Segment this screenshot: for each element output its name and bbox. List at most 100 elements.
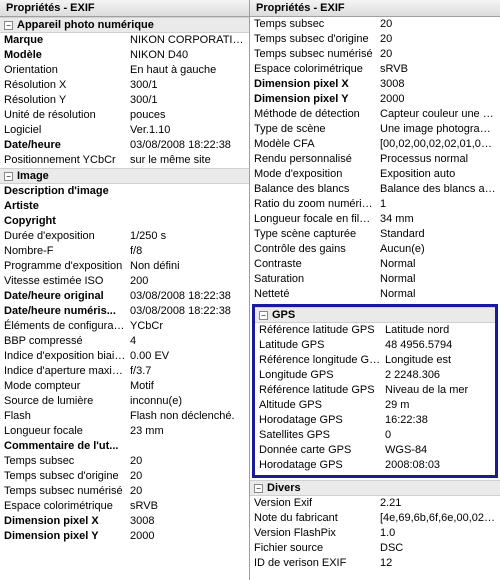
property-row[interactable]: Version Exif2.21 — [250, 496, 500, 511]
property-value: sRVB — [380, 62, 496, 77]
property-label: ID de verison EXIF — [254, 556, 380, 571]
property-value: Aucun(e) — [380, 242, 496, 257]
property-row[interactable]: LogicielVer.1.10 — [0, 123, 249, 138]
property-row[interactable]: Dimension pixel Y2000 — [0, 529, 249, 544]
property-row[interactable]: Modèle CFA[00,02,00,02,02,01,01,00] — [250, 137, 500, 152]
property-value: 300/1 — [130, 93, 245, 108]
property-row[interactable]: Version FlashPix1.0 — [250, 526, 500, 541]
property-row[interactable]: Résolution X300/1 — [0, 78, 249, 93]
property-row[interactable]: ContrasteNormal — [250, 257, 500, 272]
property-label: Référence latitude GPS — [259, 323, 385, 338]
property-row[interactable]: Nombre-Ff/8 — [0, 244, 249, 259]
property-row[interactable]: Longitude GPS2 2248.306 — [255, 368, 495, 383]
property-row[interactable]: Rendu personnaliséProcessus normal — [250, 152, 500, 167]
property-row[interactable]: BBP compressé4 — [0, 334, 249, 349]
property-row[interactable]: Latitude GPS48 4956.5794 — [255, 338, 495, 353]
property-row[interactable]: Longueur focale23 mm — [0, 424, 249, 439]
property-label: Version FlashPix — [254, 526, 380, 541]
property-row[interactable]: Dimension pixel X3008 — [250, 77, 500, 92]
collapse-icon[interactable]: − — [4, 21, 13, 30]
property-row[interactable]: Vitesse estimée ISO200 — [0, 274, 249, 289]
property-row[interactable]: Description d'image — [0, 184, 249, 199]
property-row[interactable]: Date/heure numéris...03/08/2008 18:22:38 — [0, 304, 249, 319]
property-row[interactable]: Artiste — [0, 199, 249, 214]
property-row[interactable]: SaturationNormal — [250, 272, 500, 287]
property-row[interactable]: Ratio du zoom numérique1 — [250, 197, 500, 212]
property-row[interactable]: Altitude GPS29 m — [255, 398, 495, 413]
property-label: Mode d'exposition — [254, 167, 380, 182]
property-label: Unité de résolution — [4, 108, 130, 123]
property-label: Satellites GPS — [259, 428, 385, 443]
section-title: GPS — [272, 309, 295, 321]
property-label: Version Exif — [254, 496, 380, 511]
property-row[interactable]: Durée d'exposition1/250 s — [0, 229, 249, 244]
property-row[interactable]: Horodatage GPS2008:08:03 — [255, 458, 495, 473]
property-row[interactable]: Type scène capturéeStandard — [250, 227, 500, 242]
property-row[interactable]: Référence longitude GPSLongitude est — [255, 353, 495, 368]
property-row[interactable]: Mode d'expositionExposition auto — [250, 167, 500, 182]
section-image[interactable]: − Image — [0, 168, 249, 184]
property-row[interactable]: Méthode de détectionCapteur couleur une … — [250, 107, 500, 122]
collapse-icon[interactable]: − — [259, 311, 268, 320]
property-row[interactable]: NettetéNormal — [250, 287, 500, 302]
section-divers[interactable]: − Divers — [250, 480, 500, 496]
property-row[interactable]: Horodatage GPS16:22:38 — [255, 413, 495, 428]
property-row[interactable]: Satellites GPS0 — [255, 428, 495, 443]
section-gps[interactable]: − GPS — [255, 307, 495, 323]
property-row[interactable]: OrientationEn haut à gauche — [0, 63, 249, 78]
property-row[interactable]: Copyright — [0, 214, 249, 229]
property-row[interactable]: Indice d'exposition biaisée0.00 EV — [0, 349, 249, 364]
property-row[interactable]: Balance des blancsBalance des blancs aut… — [250, 182, 500, 197]
property-value: 1.0 — [380, 526, 496, 541]
property-label: Horodatage GPS — [259, 458, 385, 473]
property-label: Contraste — [254, 257, 380, 272]
property-row[interactable]: Note du fabricant[4e,69,6b,6f,6e,00,02,1… — [250, 511, 500, 526]
property-label: Dimension pixel X — [4, 514, 130, 529]
property-row[interactable]: Unité de résolutionpouces — [0, 108, 249, 123]
property-row[interactable]: Référence latitude GPSNiveau de la mer — [255, 383, 495, 398]
property-row[interactable]: Type de scèneUne image photographi... — [250, 122, 500, 137]
right-column: Propriétés - EXIF Temps subsec20Temps su… — [250, 0, 500, 580]
property-value: NIKON CORPORATION — [130, 33, 245, 48]
collapse-icon[interactable]: − — [254, 484, 263, 493]
property-row[interactable]: Date/heure03/08/2008 18:22:38 — [0, 138, 249, 153]
property-label: Description d'image — [4, 184, 130, 199]
property-row[interactable]: Commentaire de l'ut... — [0, 439, 249, 454]
property-row[interactable]: Éléments de configurationYCbCr — [0, 319, 249, 334]
property-row[interactable]: ModèleNIKON D40 — [0, 48, 249, 63]
property-label: Netteté — [254, 287, 380, 302]
property-row[interactable]: Résolution Y300/1 — [0, 93, 249, 108]
property-row[interactable]: Date/heure original03/08/2008 18:22:38 — [0, 289, 249, 304]
property-label: Mode compteur — [4, 379, 130, 394]
property-value: WGS-84 — [385, 443, 491, 458]
property-label: Donnée carte GPS — [259, 443, 385, 458]
property-row[interactable]: Dimension pixel X3008 — [0, 514, 249, 529]
property-label: Longueur focale — [4, 424, 130, 439]
property-row[interactable]: Programme d'expositionNon défini — [0, 259, 249, 274]
property-row[interactable]: Espace colorimétriquesRVB — [0, 499, 249, 514]
property-row[interactable]: FlashFlash non déclenché. — [0, 409, 249, 424]
property-row[interactable]: Temps subsec20 — [0, 454, 249, 469]
property-row[interactable]: Indice d'aperture maximumf/3.7 — [0, 364, 249, 379]
property-row[interactable]: Temps subsec numérisé20 — [0, 484, 249, 499]
property-row[interactable]: Positionnement YCbCrsur le même site — [0, 153, 249, 168]
property-row[interactable]: Temps subsec d'origine20 — [0, 469, 249, 484]
property-row[interactable]: Temps subsec numérisé20 — [250, 47, 500, 62]
property-row[interactable]: Fichier sourceDSC — [250, 541, 500, 556]
property-row[interactable]: Référence latitude GPSLatitude nord — [255, 323, 495, 338]
property-row[interactable]: ID de verison EXIF12 — [250, 556, 500, 571]
collapse-icon[interactable]: − — [4, 172, 13, 181]
property-row[interactable]: Dimension pixel Y2000 — [250, 92, 500, 107]
property-row[interactable]: Mode compteurMotif — [0, 379, 249, 394]
property-row[interactable]: Temps subsec d'origine20 — [250, 32, 500, 47]
property-row[interactable]: Espace colorimétriquesRVB — [250, 62, 500, 77]
property-label: Copyright — [4, 214, 130, 229]
property-row[interactable]: Temps subsec20 — [250, 17, 500, 32]
property-row[interactable]: MarqueNIKON CORPORATION — [0, 33, 249, 48]
property-value: Normal — [380, 287, 496, 302]
property-row[interactable]: Longueur focale en film ...34 mm — [250, 212, 500, 227]
property-row[interactable]: Donnée carte GPSWGS-84 — [255, 443, 495, 458]
section-camera[interactable]: − Appareil photo numérique — [0, 17, 249, 33]
property-row[interactable]: Source de lumièreinconnu(e) — [0, 394, 249, 409]
property-row[interactable]: Contrôle des gainsAucun(e) — [250, 242, 500, 257]
